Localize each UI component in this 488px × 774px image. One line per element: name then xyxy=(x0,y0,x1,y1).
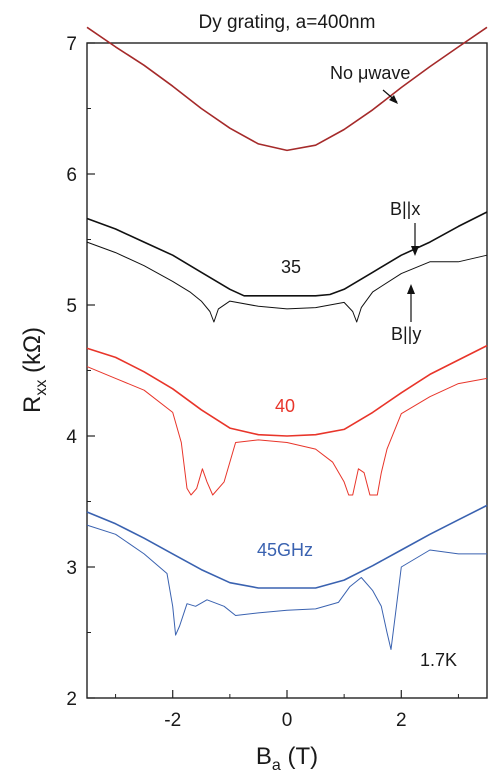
plot-frame xyxy=(86,42,488,699)
series-layer xyxy=(86,26,488,650)
series-line-no_uwave xyxy=(86,26,488,152)
annotation-no-uwave: No μwave xyxy=(330,63,410,83)
y-tick-label: 3 xyxy=(66,558,77,579)
arrow-head-bx xyxy=(411,246,419,256)
annotation-by: B||y xyxy=(391,324,421,344)
annotation-45ghz: 45GHz xyxy=(257,540,313,560)
y-tick-label: 4 xyxy=(66,427,77,448)
series-line-by_35 xyxy=(86,241,488,323)
series-line-bx_45 xyxy=(86,504,488,589)
y-axis-title-sub: xx xyxy=(33,380,50,396)
x-tick-label: -2 xyxy=(164,710,181,731)
axes: 2 3 4 5 6 7 -2 0 2 xyxy=(66,34,488,731)
x-axis-title-main: B xyxy=(256,743,272,770)
annotation-40: 40 xyxy=(275,396,295,416)
y-tick-label: 5 xyxy=(66,296,77,317)
y-tick-label: 6 xyxy=(66,165,77,186)
y-axis-title-main: R xyxy=(19,396,46,413)
x-axis-title-unit: (T) xyxy=(281,743,318,770)
series-line-bx_40 xyxy=(86,344,488,437)
x-tick-label: 0 xyxy=(282,710,293,731)
annotation-35: 35 xyxy=(281,257,301,277)
series-line-bx_35 xyxy=(86,211,488,297)
chart-title: Dy grating, a=400nm xyxy=(199,12,376,33)
annotation-bx: B||x xyxy=(390,199,420,219)
y-tick-label: 2 xyxy=(66,689,77,710)
arrow-head-no-uwave xyxy=(389,95,398,104)
arrow-head-by xyxy=(407,284,415,294)
series-line-by_45 xyxy=(86,524,487,650)
x-axis-title-sub: a xyxy=(272,757,281,774)
y-axis-title-unit: (kΩ) xyxy=(19,327,46,380)
y-axis-title: Rxx (kΩ) xyxy=(19,327,50,413)
annotation-temperature: 1.7K xyxy=(420,650,457,670)
y-tick-label: 7 xyxy=(66,34,77,55)
series-line-by_40 xyxy=(86,366,488,496)
x-axis-title: Ba (T) xyxy=(256,743,318,774)
x-tick-label: 2 xyxy=(396,710,407,731)
